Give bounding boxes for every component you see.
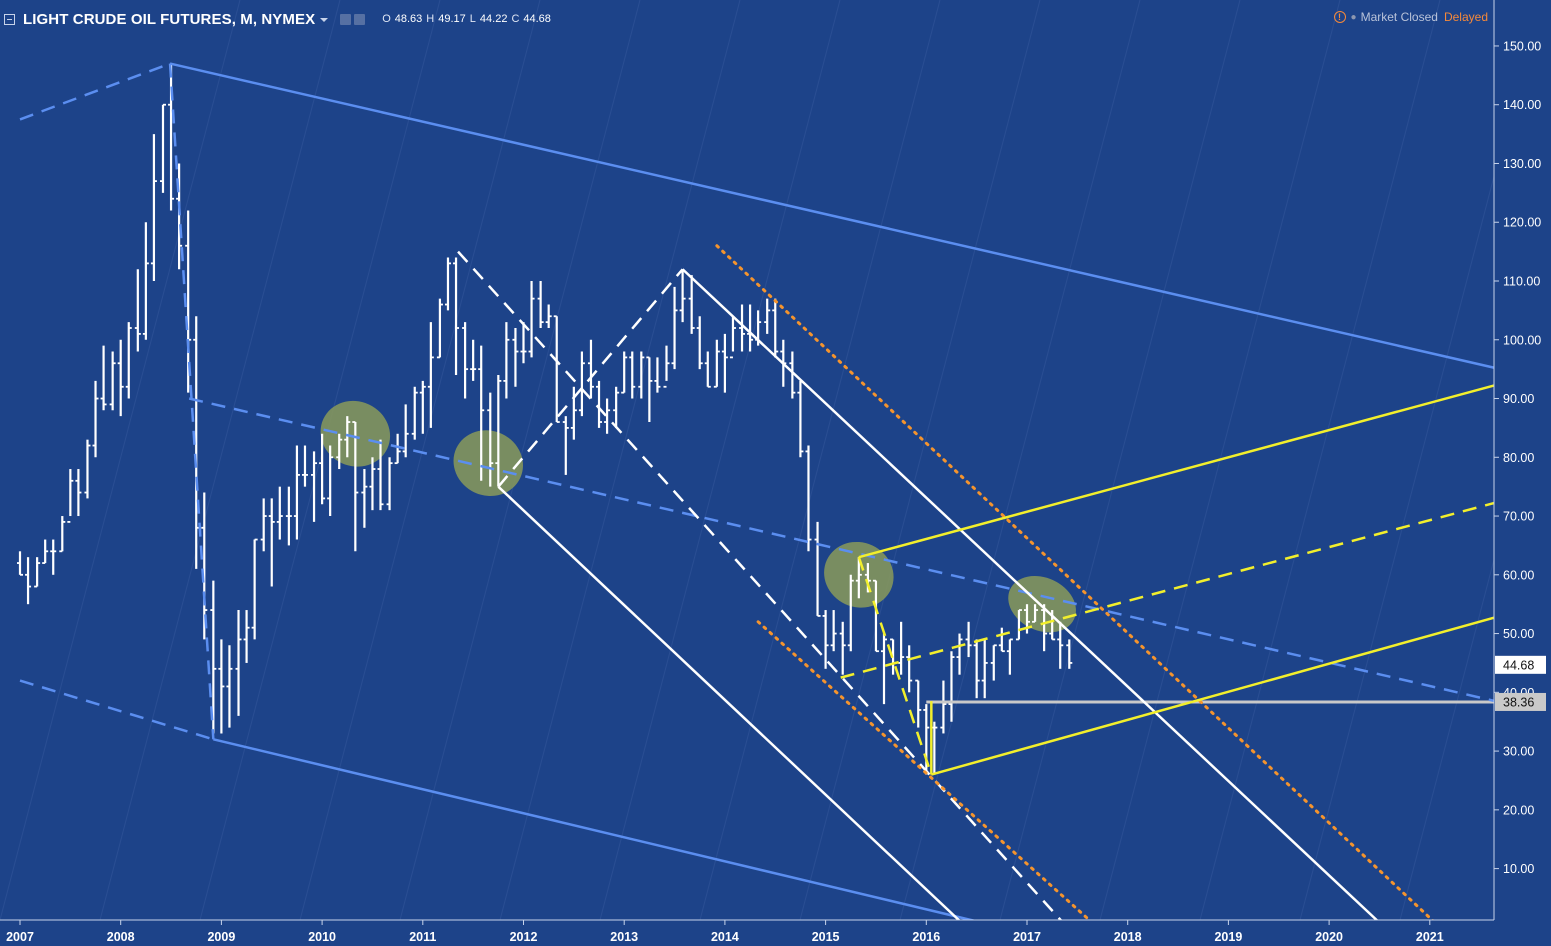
collapse-icon[interactable] — [4, 13, 15, 25]
low-value: 44.22 — [479, 13, 508, 25]
market-status: ! ● Market Closed Delayed — [1333, 10, 1488, 24]
delayed-label: Delayed — [1443, 10, 1488, 24]
y-tick-label: 70.00 — [1503, 510, 1534, 524]
low-key: L — [469, 13, 476, 25]
settings-icon[interactable] — [354, 13, 366, 25]
x-tick-label: 2015 — [812, 930, 840, 944]
trend-line — [169, 62, 1501, 371]
y-tick-label: 150.00 — [1503, 39, 1541, 53]
high-key: H — [426, 13, 435, 25]
guide-line — [699, 0, 941, 921]
trend-line — [857, 556, 933, 775]
ohlc-bars — [17, 63, 1073, 775]
x-tick-label: 2020 — [1315, 930, 1343, 944]
x-tick-label: 2009 — [207, 930, 235, 944]
x-tick-label: 2017 — [1013, 930, 1041, 944]
price-label-box — [1495, 655, 1546, 674]
x-tick-label: 2018 — [1114, 930, 1142, 944]
close-value: 44.68 — [523, 13, 551, 25]
guide-line — [499, 0, 741, 921]
trend-line — [213, 738, 1003, 929]
trend-line — [497, 268, 684, 488]
guide-line — [899, 0, 1141, 921]
guide-line — [599, 0, 841, 921]
chart-header: LIGHT CRUDE OIL FUTURES, M, NYMEX O 48.6… — [0, 8, 551, 30]
x-tick-label: 2019 — [1214, 930, 1242, 944]
price-label-box — [1495, 692, 1546, 711]
trend-line — [19, 62, 171, 121]
x-tick-label: 2014 — [711, 930, 739, 944]
y-tick-label: 20.00 — [1503, 803, 1534, 817]
guide-line — [0, 0, 241, 921]
high-value: 49.17 — [438, 13, 466, 25]
x-axis-panel — [0, 920, 1551, 946]
x-tick-label: 2008 — [107, 930, 135, 944]
ohlc-values: O 48.63 H 49.17 L 44.22 C 44.68 — [382, 13, 551, 25]
y-tick-label: 60.00 — [1503, 568, 1534, 582]
x-tick-label: 2012 — [510, 930, 538, 944]
open-key: O — [382, 13, 391, 25]
trend-line — [681, 268, 1386, 929]
y-axis-panel — [1494, 0, 1551, 946]
symbol-title[interactable]: LIGHT CRUDE OIL FUTURES, M, NYMEX — [23, 10, 316, 28]
y-tick-label: 140.00 — [1503, 98, 1541, 112]
trend-line — [168, 63, 215, 740]
x-tick-label: 2010 — [308, 930, 336, 944]
x-tick-label: 2021 — [1416, 930, 1444, 944]
guide-line — [99, 0, 341, 921]
x-tick-label: 2016 — [912, 930, 940, 944]
guide-line — [199, 0, 441, 921]
trend-line — [930, 614, 1501, 776]
price-label-text: 38.36 — [1503, 695, 1534, 709]
y-tick-label: 30.00 — [1503, 745, 1534, 759]
price-label-text: 44.68 — [1503, 658, 1534, 672]
x-tick-label: 2013 — [610, 930, 638, 944]
market-closed-label: Market Closed — [1360, 10, 1438, 24]
x-axis-ticks: 2007 2008 2009 2010 2011 2012 2013 2014 2015 2016… — [6, 920, 1444, 944]
guide-line — [299, 0, 541, 921]
warning-icon[interactable]: ! — [1333, 11, 1346, 23]
trend-lines — [19, 62, 1501, 929]
trend-line — [457, 250, 1069, 929]
guide-line — [799, 0, 1041, 921]
y-tick-label: 10.00 — [1503, 862, 1534, 876]
y-tick-label: 120.00 — [1503, 216, 1541, 230]
trend-line — [497, 485, 968, 929]
y-tick-label: 110.00 — [1503, 275, 1540, 289]
status-dot-icon: ● — [1350, 11, 1357, 23]
x-tick-label: 2007 — [6, 930, 34, 944]
y-tick-label: 130.00 — [1503, 157, 1541, 171]
y-tick-label: 90.00 — [1503, 392, 1534, 406]
trend-line — [858, 382, 1501, 559]
y-tick-label: 100.00 — [1503, 333, 1541, 347]
eye-icon[interactable] — [340, 13, 352, 25]
chevron-down-icon[interactable] — [320, 18, 329, 22]
guide-line — [1199, 0, 1441, 921]
open-value: 48.63 — [394, 13, 423, 25]
y-tick-label: 50.00 — [1503, 627, 1534, 641]
close-key: C — [511, 13, 520, 25]
trend-line — [19, 679, 214, 741]
trend-line — [188, 397, 1501, 704]
y-tick-label: 80.00 — [1503, 451, 1534, 465]
trend-line — [715, 244, 1442, 929]
x-tick-label: 2011 — [409, 930, 436, 944]
guide-line — [999, 0, 1241, 921]
